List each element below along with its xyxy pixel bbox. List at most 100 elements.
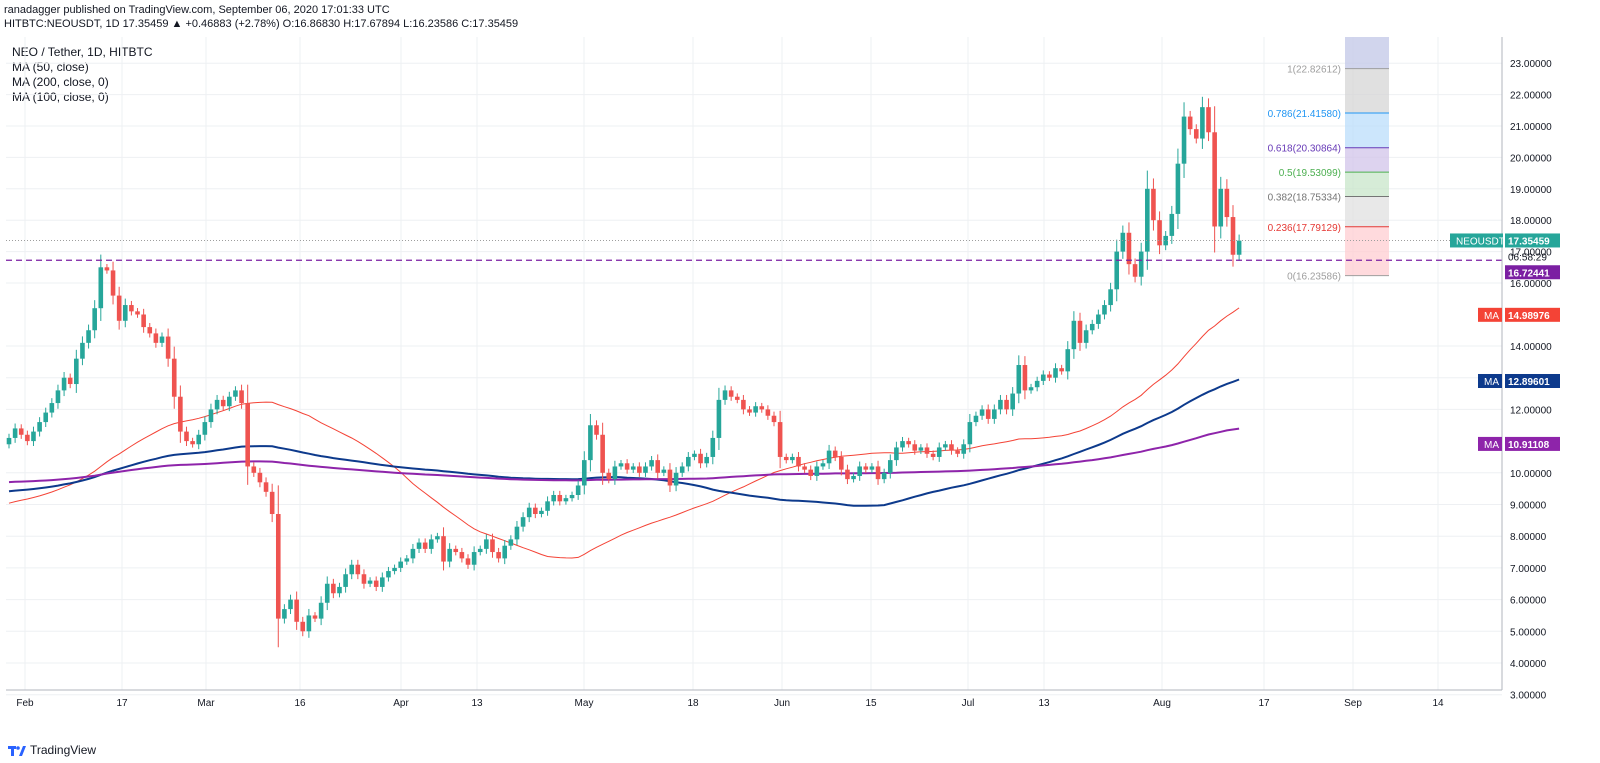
candle-body	[624, 463, 630, 470]
price-tick-label: 7.00000	[1510, 564, 1547, 575]
candle-body	[930, 453, 936, 457]
candle-body	[92, 308, 97, 331]
candle-body	[808, 469, 814, 476]
candle-body	[618, 463, 624, 467]
time-tick-label: 13	[471, 698, 483, 709]
time-tick-label: Apr	[393, 698, 409, 709]
candle-body	[18, 428, 24, 435]
candle-body	[1071, 320, 1077, 350]
candle-body	[392, 567, 397, 572]
candle-body	[716, 399, 722, 438]
candle-body	[630, 466, 636, 470]
candle-body	[441, 536, 446, 562]
candle-body	[777, 422, 783, 457]
candle-body	[1163, 235, 1168, 246]
price-tick-label: 4.00000	[1510, 659, 1547, 670]
legend-title: NEO / Tether, 1D, HITBTC	[12, 45, 153, 59]
fib-level-label: 0.382(18.75334)	[1268, 193, 1341, 204]
candle-body	[563, 498, 569, 502]
candle-body	[973, 415, 979, 423]
candle-body	[820, 463, 826, 467]
time-tick-label: 13	[1038, 698, 1050, 709]
candle-body	[728, 390, 734, 397]
candle-body	[288, 599, 293, 610]
candle-body	[129, 305, 134, 312]
candle-body	[331, 583, 336, 594]
candle-body	[875, 466, 881, 480]
candle-body	[477, 548, 483, 553]
candle-body	[135, 311, 140, 315]
ma-value-tag-bg	[1505, 307, 1560, 322]
candle-body	[208, 409, 214, 423]
candle-body	[447, 548, 452, 562]
candle-body	[796, 456, 801, 467]
tradingview-logo-icon	[8, 744, 26, 756]
candle-body	[337, 586, 342, 594]
candle-body	[1016, 365, 1022, 394]
ma-tag-label-bg	[1478, 436, 1502, 451]
candle-body	[1028, 387, 1034, 391]
candle-body	[1065, 349, 1071, 372]
candle-body	[992, 409, 997, 419]
time-tick-label: Jul	[962, 698, 975, 709]
candle-body	[918, 447, 924, 451]
candle-body	[539, 510, 544, 515]
time-tick-label: 17	[1258, 698, 1270, 709]
candle-body	[25, 434, 30, 442]
candle-body	[1236, 240, 1242, 255]
candle-body	[453, 548, 459, 553]
symbol-tag: NEOUSDT	[1456, 236, 1505, 247]
axes: 23.00000 22.00000 21.00000 20.00000 19.00000…	[6, 37, 1552, 709]
candle-body	[575, 485, 581, 495]
ohlc-line: HITBTC:NEOUSDT, 1D 17.35459 ▲ +0.46883 (…	[4, 18, 519, 30]
candle-body	[465, 558, 471, 565]
candle-body	[667, 469, 673, 486]
candle-body	[165, 336, 171, 359]
candle-body	[710, 437, 716, 457]
fib-level-label: 0.786(21.41580)	[1268, 109, 1341, 120]
tradingview-brand: TradingView	[30, 743, 97, 757]
ma-tag-label: MA	[1484, 440, 1499, 451]
candle-body	[282, 609, 287, 619]
candle-body	[1053, 368, 1058, 378]
fib-band	[1345, 172, 1389, 197]
candle-body	[484, 539, 489, 549]
candle-body	[1132, 264, 1138, 277]
candle-body	[887, 460, 893, 473]
ma-200-line	[8, 427, 1240, 484]
candle-body	[1212, 132, 1217, 227]
candle-body	[698, 453, 703, 464]
candle-body	[373, 580, 379, 587]
candle-body	[826, 450, 832, 464]
legend-ma-100[interactable]: MA (100, close, 0)	[12, 90, 109, 104]
candle-body	[955, 450, 960, 454]
candles	[6, 96, 1242, 648]
candle-body	[1175, 163, 1181, 214]
candle-body	[49, 403, 55, 413]
fib-level-label: 1(22.82612)	[1287, 65, 1341, 76]
candle-body	[771, 415, 777, 423]
candle-body	[967, 422, 973, 445]
time-tick-label: 17	[116, 698, 128, 709]
fib-level-label: 0.5(19.53099)	[1279, 168, 1341, 179]
legend-ma-200[interactable]: MA (200, close, 0)	[12, 75, 109, 89]
candle-body	[251, 466, 257, 473]
candle-body	[900, 441, 905, 448]
last-price-tag-bg	[1505, 233, 1560, 248]
candle-body	[43, 412, 49, 423]
countdown-tag: 06:58:29	[1508, 252, 1547, 263]
candle-body	[1224, 188, 1230, 218]
candle-body	[1047, 374, 1052, 378]
price-tick-label: 20.00000	[1510, 153, 1552, 164]
candle-body	[349, 564, 355, 575]
candle-body	[692, 453, 697, 457]
candle-body	[581, 460, 587, 486]
candle-body	[979, 409, 985, 416]
tradingview-footer[interactable]: TradingView	[8, 743, 96, 757]
candle-body	[190, 441, 195, 445]
price-tick-label: 6.00000	[1510, 596, 1547, 607]
candle-body	[857, 466, 862, 476]
candle-body	[747, 409, 752, 413]
candle-body	[178, 396, 183, 432]
